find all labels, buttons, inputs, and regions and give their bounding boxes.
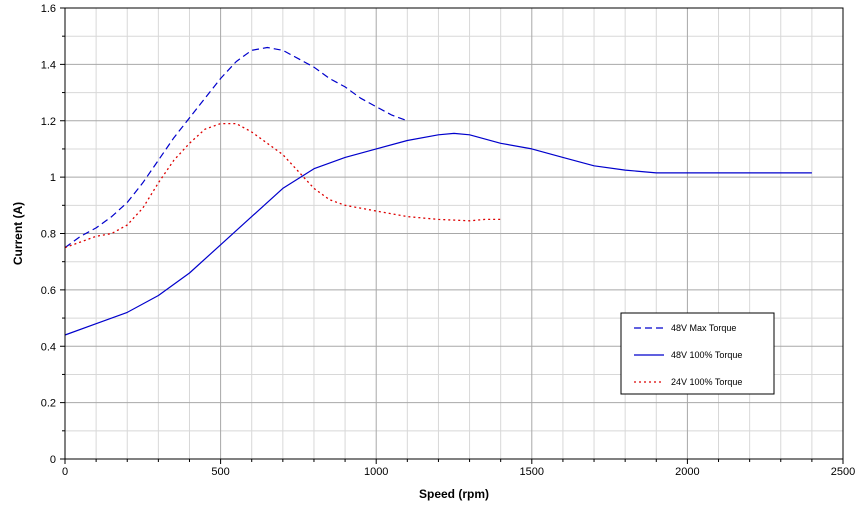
y-tick-label: 1 [50,172,56,184]
legend-label-1: 48V Max Torque [671,323,736,333]
y-tick-label: 1.6 [41,3,56,15]
y-axis-tick-labels: 0 0.2 0.4 0.6 0.8 1 1.2 1.4 1.6 [41,3,56,466]
series-lines [64,46,812,336]
y-tick-label: 1.4 [41,59,56,71]
legend-label-3: 24V 100% Torque [671,377,742,387]
x-tick-label: 0 [62,466,68,478]
y-axis-title: Current (A) [11,202,25,265]
legend: 48V Max Torque 48V 100% Torque 24V 100% To… [620,312,775,395]
legend-label-2: 48V 100% Torque [671,350,742,360]
y-tick-label: 0.6 [41,285,56,297]
y-tick-label: 0.2 [41,398,56,410]
x-tick-label: 2500 [831,466,855,478]
x-axis-title: Speed (rpm) [419,487,489,501]
series-line-3 [64,122,501,249]
axis-tick-marks [60,7,844,464]
series-line-1 [64,46,408,249]
x-axis-tick-labels: 0 500 1000 1500 2000 2500 [62,466,855,478]
x-tick-label: 1000 [364,466,388,478]
major-gridlines [65,8,843,459]
y-tick-label: 0.8 [41,229,56,241]
y-tick-label: 0 [50,454,56,466]
y-tick-label: 1.2 [41,116,56,128]
y-tick-label: 0.4 [41,341,56,353]
x-tick-label: 1500 [520,466,544,478]
x-tick-label: 2000 [675,466,699,478]
series-line-2 [64,132,812,336]
x-tick-label: 500 [211,466,229,478]
legend-box [620,312,775,395]
